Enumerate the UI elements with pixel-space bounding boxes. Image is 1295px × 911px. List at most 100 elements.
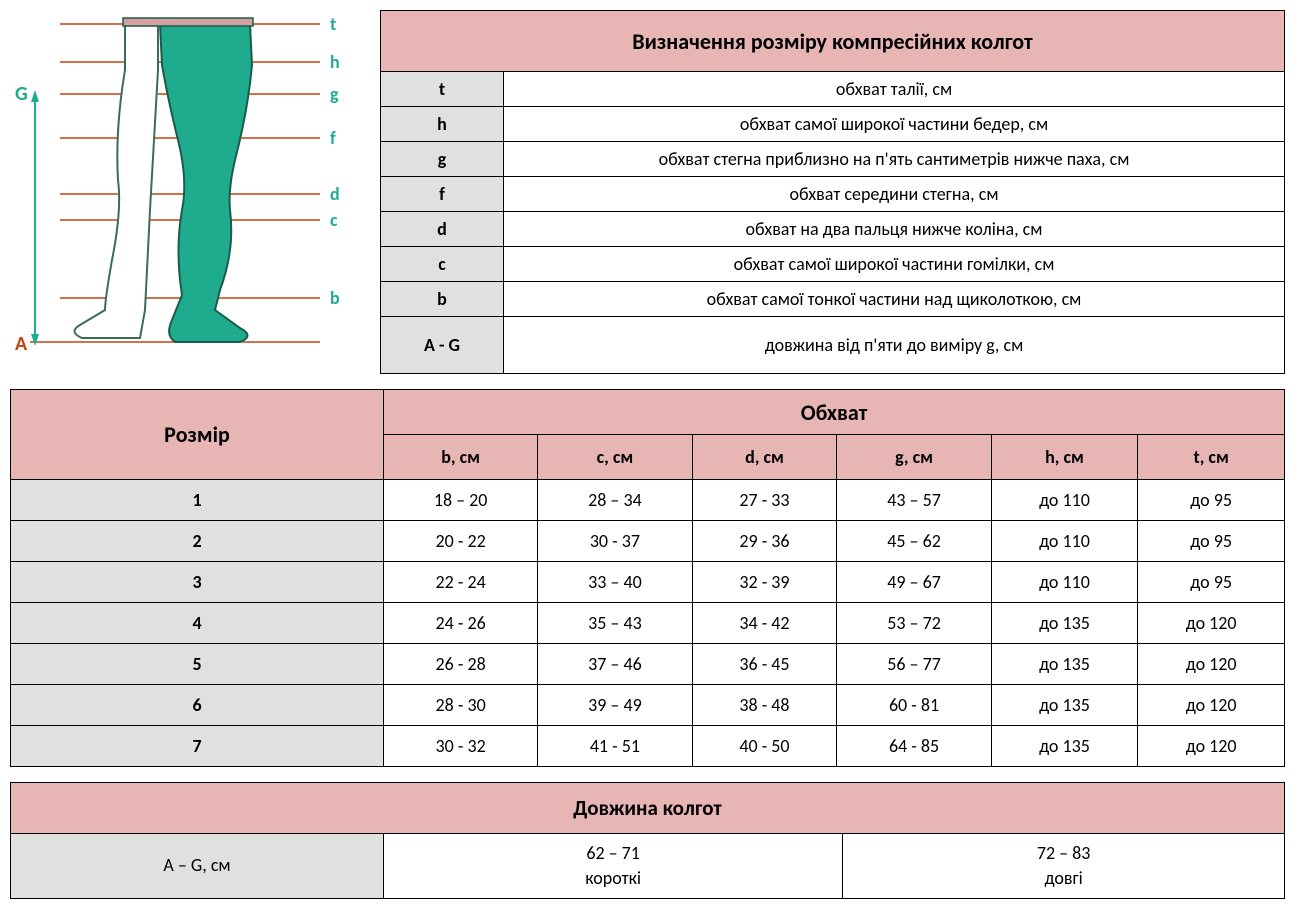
size-column-header: d, см (692, 435, 837, 480)
size-cell: 30 - 32 (384, 726, 538, 767)
definitions-title: Визначення розміру компресійних колгот (381, 11, 1285, 72)
size-row: 322 - 2433 – 4032 - 3949 – 67до 110до 95 (11, 562, 1285, 603)
size-cell: 5 (11, 644, 384, 685)
size-cell: до 110 (991, 562, 1138, 603)
diagram-G-label: G (15, 82, 28, 106)
size-cell: до 120 (1138, 685, 1285, 726)
size-cell: 43 – 57 (837, 480, 991, 521)
size-cell: 3 (11, 562, 384, 603)
definition-key: b (381, 282, 504, 317)
size-cell: до 135 (991, 726, 1138, 767)
definition-key: d (381, 212, 504, 247)
definition-desc: обхват самої тонкої частини над щиколотк… (504, 282, 1285, 317)
size-cell: до 135 (991, 685, 1138, 726)
size-cell: 53 – 72 (837, 603, 991, 644)
definition-desc: довжина від п'яти до виміру g, см (504, 317, 1285, 374)
size-cell: 22 - 24 (384, 562, 538, 603)
size-cell: до 95 (1138, 521, 1285, 562)
definition-row: fобхват середини стегна, см (381, 177, 1285, 212)
length-table: Довжина колгот A – G, см 62 – 71короткі … (10, 782, 1285, 899)
diagram-label-d: d (330, 183, 340, 205)
size-cell: 36 - 45 (692, 644, 837, 685)
definition-row: gобхват стегна приблизно на п'ять сантим… (381, 142, 1285, 177)
size-cell: до 95 (1138, 562, 1285, 603)
size-cell: 4 (11, 603, 384, 644)
definitions-table: Визначення розміру компресійних колгот t… (380, 10, 1285, 374)
definition-desc: обхват стегна приблизно на п'ять сантиме… (504, 142, 1285, 177)
definition-row: bобхват самої тонкої частини над щиколот… (381, 282, 1285, 317)
size-row: 220 - 2230 - 3729 - 3645 – 62до 110до 95 (11, 521, 1285, 562)
diagram-label-c: c (330, 209, 338, 231)
size-row: 118 – 2028 – 3427 - 3343 – 57до 110до 95 (11, 480, 1285, 521)
size-column-header: t, см (1138, 435, 1285, 480)
length-long: 72 – 83довгі (843, 834, 1285, 899)
diagram-label-t: t (330, 13, 336, 35)
leg-measurement-svg: G A thgf dc b (10, 10, 365, 355)
size-column-header: b, см (384, 435, 538, 480)
size-column-header: h, см (991, 435, 1138, 480)
size-row: 424 - 2635 – 4334 - 4253 – 72до 135до 12… (11, 603, 1285, 644)
definition-key: A - G (381, 317, 504, 374)
size-cell: 6 (11, 685, 384, 726)
size-column-header: c, см (538, 435, 692, 480)
size-row: 526 - 2837 – 4636 - 4556 – 77до 135до 12… (11, 644, 1285, 685)
size-cell: 7 (11, 726, 384, 767)
size-cell: 37 – 46 (538, 644, 692, 685)
size-cell: 39 – 49 (538, 685, 692, 726)
size-cell: 2 (11, 521, 384, 562)
size-cell: 33 – 40 (538, 562, 692, 603)
size-column-header: g, см (837, 435, 991, 480)
size-cell: 27 - 33 (692, 480, 837, 521)
size-cell: 38 - 48 (692, 685, 837, 726)
definition-desc: обхват на два пальця нижче коліна, см (504, 212, 1285, 247)
definition-row: hобхват самої широкої частини бедер, см (381, 107, 1285, 142)
length-title: Довжина колгот (11, 783, 1285, 834)
definition-row: A - Gдовжина від п'яти до виміру g, см (381, 317, 1285, 374)
definition-row: tобхват талії, см (381, 72, 1285, 107)
size-cell: 28 – 34 (538, 480, 692, 521)
diagram-label-f: f (330, 127, 336, 149)
diagram-label-b: b (330, 287, 340, 309)
size-row: 730 - 3241 - 5140 - 5064 - 85до 135до 12… (11, 726, 1285, 767)
size-cell: до 120 (1138, 726, 1285, 767)
size-row: 628 - 3039 – 4938 - 4860 - 81до 135до 12… (11, 685, 1285, 726)
size-cell: до 120 (1138, 603, 1285, 644)
size-header: Розмір (11, 390, 384, 480)
size-cell: 32 - 39 (692, 562, 837, 603)
size-cell: 49 – 67 (837, 562, 991, 603)
size-cell: 20 - 22 (384, 521, 538, 562)
definition-desc: обхват самої широкої частини гомілки, см (504, 247, 1285, 282)
circumference-header: Обхват (384, 390, 1285, 435)
size-cell: до 120 (1138, 644, 1285, 685)
diagram-label-g: g (330, 83, 339, 105)
size-cell: 29 - 36 (692, 521, 837, 562)
size-cell: до 110 (991, 480, 1138, 521)
definition-desc: обхват самої широкої частини бедер, см (504, 107, 1285, 142)
definition-key: h (381, 107, 504, 142)
size-cell: 18 – 20 (384, 480, 538, 521)
definition-key: f (381, 177, 504, 212)
size-cell: 28 - 30 (384, 685, 538, 726)
size-cell: 41 - 51 (538, 726, 692, 767)
size-cell: 64 - 85 (837, 726, 991, 767)
diagram-A-label: A (15, 332, 28, 355)
size-table: Розмір Обхват b, смc, смd, смg, смh, смt… (10, 389, 1285, 767)
definition-key: g (381, 142, 504, 177)
size-cell: до 135 (991, 603, 1138, 644)
definition-desc: обхват талії, см (504, 72, 1285, 107)
diagram-label-h: h (330, 51, 340, 73)
size-cell: до 135 (991, 644, 1138, 685)
definition-desc: обхват середини стегна, см (504, 177, 1285, 212)
definition-row: dобхват на два пальця нижче коліна, см (381, 212, 1285, 247)
size-cell: 26 - 28 (384, 644, 538, 685)
size-cell: 56 – 77 (837, 644, 991, 685)
size-cell: 30 - 37 (538, 521, 692, 562)
size-cell: 35 – 43 (538, 603, 692, 644)
size-cell: 24 - 26 (384, 603, 538, 644)
definition-key: c (381, 247, 504, 282)
size-cell: до 95 (1138, 480, 1285, 521)
length-label: A – G, см (11, 834, 384, 899)
definition-key: t (381, 72, 504, 107)
size-cell: 45 – 62 (837, 521, 991, 562)
size-cell: до 110 (991, 521, 1138, 562)
